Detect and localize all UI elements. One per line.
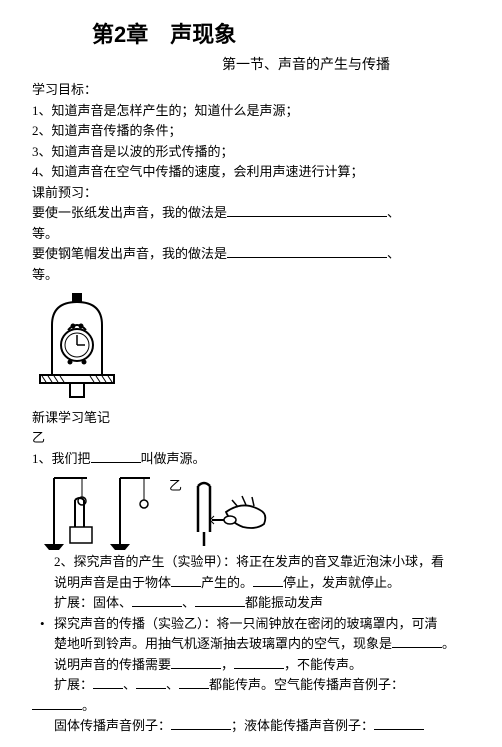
q2-line3: 扩展：固体、、都能振动发声 [32, 593, 470, 613]
goal-3: 3、知道声音是以波的形式传播的； [32, 142, 470, 162]
q3-4a: 扩展： [54, 677, 93, 692]
dun: 、 [387, 246, 400, 261]
q2-3b: 都能振动发声 [245, 595, 323, 610]
q2-2c: 停止，发声就停止。 [283, 575, 400, 590]
q3-line5: 固体传播声音例子： ；液体能传播声音例子： [32, 716, 470, 736]
blank [171, 655, 221, 669]
q3-5a: 固体传播声音例子： [54, 718, 171, 733]
blank [392, 634, 442, 648]
yi-label: 乙 [32, 428, 470, 448]
fig-fork-hand [188, 472, 278, 552]
q1: 1、我们把 叫做声源。 [32, 449, 470, 469]
yi-fig-label: 乙 [169, 476, 182, 496]
blank [91, 449, 141, 463]
q2-2a: 说明声音是由于物体 [54, 575, 171, 590]
blank [234, 655, 284, 669]
blank [132, 593, 182, 607]
bell-jar-figure [32, 290, 470, 406]
fig-stand-2 [108, 472, 163, 552]
bullet: • [32, 614, 45, 634]
q3-4b: 都能传声。空气能传播声音例子： [209, 677, 404, 692]
goal-heading: 学习目标： [32, 80, 470, 100]
tuning-fork-figures: 乙 [42, 472, 470, 552]
notes-heading: 新课学习笔记 [32, 408, 470, 428]
blank [227, 244, 387, 258]
q3-line1: 探究声音的传播（实验乙）：将一只闹钟放在密闭的玻璃罩内，可清 [32, 614, 470, 634]
blank [32, 696, 82, 710]
goal-4: 4、知道声音在空气中传播的速度，会利用声速进行计算； [32, 162, 470, 182]
deng-2: 等。 [32, 265, 470, 285]
q3-line2: 楚地听到铃声。用抽气机逐渐抽去玻璃罩内的空气，现象是。 [32, 634, 470, 654]
goal-1: 1、知道声音是怎样产生的；知道什么是声源； [32, 101, 470, 121]
q3-line3: 说明声音的传播需要，，不能传声。 [32, 655, 470, 675]
dun: 、 [387, 205, 400, 220]
pre2-text: 要使钢笔帽发出声音，我的做法是 [32, 246, 227, 261]
q3-3b: ，不能传声。 [284, 657, 362, 672]
blank [136, 675, 166, 689]
q2-2b: 产生的。 [201, 575, 253, 590]
pre-heading: 课前预习： [32, 183, 470, 203]
q1-pre: 1、我们把 [32, 451, 91, 466]
q3-line4b: 。 [32, 696, 470, 716]
blank [195, 593, 245, 607]
section-title: 第一节、声音的产生与传播 [142, 55, 470, 76]
q3-5b: ；液体能传播声音例子： [231, 718, 374, 733]
blank [179, 675, 209, 689]
chapter-title: 第2章 声现象 [92, 18, 470, 51]
q3-3a: 说明声音的传播需要 [54, 657, 171, 672]
blank [171, 716, 231, 730]
q2-line2: 说明声音是由于物体 产生的。 停止，发声就停止。 [32, 573, 470, 593]
q3-line4: 扩展：、、都能传声。空气能传播声音例子： [32, 675, 470, 695]
fig-stand-1 [42, 472, 102, 552]
blank [171, 573, 201, 587]
q1-post: 叫做声源。 [141, 451, 206, 466]
q3-4c: 。 [82, 698, 95, 713]
blank [93, 675, 123, 689]
pre-2: 要使钢笔帽发出声音，我的做法是 、 [32, 244, 470, 264]
blank [227, 203, 387, 217]
pre1-text: 要使一张纸发出声音，我的做法是 [32, 205, 227, 220]
blank [253, 573, 283, 587]
q2-3a: 扩展：固体、 [54, 595, 132, 610]
deng-1: 等。 [32, 224, 470, 244]
goal-2: 2、知道声音传播的条件； [32, 121, 470, 141]
q2-line1: 2、探究声音的产生（实验甲）：将正在发声的音叉靠近泡沫小球，看 [32, 552, 470, 572]
blank [374, 716, 424, 730]
pre-1: 要使一张纸发出声音，我的做法是 、 [32, 203, 470, 223]
